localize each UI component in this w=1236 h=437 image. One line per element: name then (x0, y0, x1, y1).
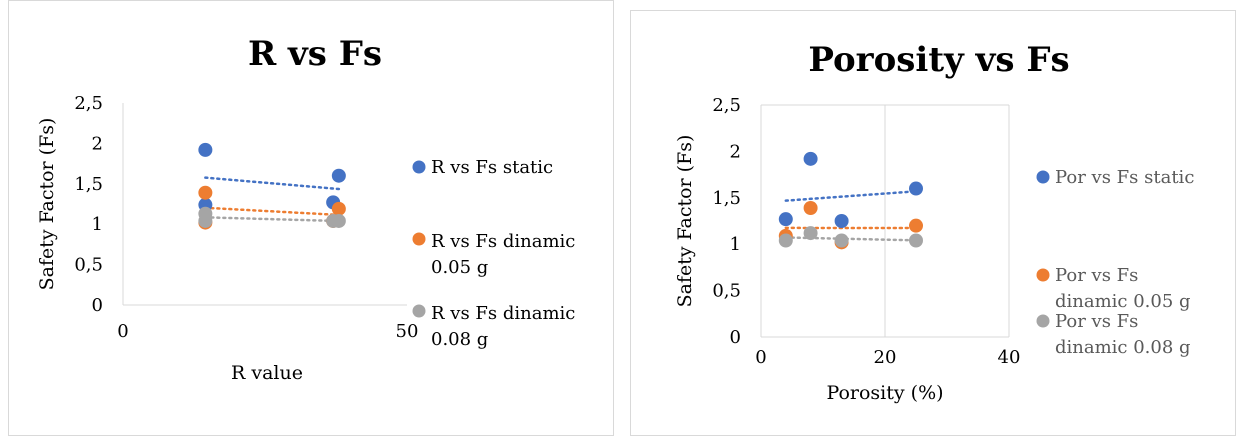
y-tick-label: 0,5 (712, 281, 741, 302)
legend-label-line-2: dinamic 0.08 g (1055, 337, 1191, 358)
legend-label-line-1: Por vs Fs (1055, 311, 1138, 332)
chart-title: Porosity vs Fs (808, 40, 1069, 80)
data-point-series-0 (804, 152, 818, 166)
trendline-series-1 (205, 208, 338, 215)
legend-marker-series-1 (413, 233, 426, 246)
x-tick-label: 20 (874, 347, 897, 368)
chart-porosity-vs-fs-svg: Porosity vs Fs 0 0,5 1 1,5 2 2,5 0 20 40 Porosity … (631, 11, 1236, 437)
legend-marker-series-2 (413, 305, 426, 318)
y-axis-label: Safety Factor (Fs) (36, 118, 58, 291)
x-axis-label: R value (231, 362, 303, 384)
legend-marker-series-0 (1037, 171, 1050, 184)
data-point-series-0 (835, 214, 849, 228)
legend-marker-series-0 (413, 161, 426, 174)
y-tick-label: 2 (730, 141, 741, 162)
legend-label-line-1: R vs Fs dinamic (431, 303, 575, 324)
legend-label-line-2: 0.08 g (431, 329, 488, 350)
legend-label: Por vs Fs static (1055, 167, 1194, 188)
chart-r-vs-fs: R vs Fs 0 0,5 1 1,5 2 2,5 0 50 R value Safety Fact… (8, 0, 614, 436)
y-tick-label: 1,5 (74, 174, 103, 195)
legend-marker-series-2 (1037, 315, 1050, 328)
data-point-series-1 (198, 186, 212, 200)
x-tick-label: 0 (755, 347, 766, 368)
x-axis-label: Porosity (%) (826, 382, 943, 404)
chart-porosity-vs-fs: Porosity vs Fs 0 0,5 1 1,5 2 2,5 0 20 40 Porosity … (630, 10, 1236, 436)
trendline-series-0 (205, 178, 338, 189)
y-tick-label: 1,5 (712, 188, 741, 209)
y-tick-label: 0 (730, 327, 741, 348)
x-tick-label: 0 (117, 321, 128, 342)
x-tick-label: 50 (396, 321, 419, 342)
chart-title: R vs Fs (248, 34, 382, 74)
y-tick-label: 1 (730, 234, 741, 255)
data-point-series-1 (909, 219, 923, 233)
y-tick-label: 2 (92, 133, 103, 154)
y-tick-label: 1 (92, 214, 103, 235)
legend-label: Por vs Fs dinamic 0.08 g (1055, 311, 1191, 358)
y-tick-label: 0 (92, 295, 103, 316)
trendline-series-2 (786, 237, 916, 240)
data-point-series-0 (779, 212, 793, 226)
chart-r-vs-fs-svg: R vs Fs 0 0,5 1 1,5 2 2,5 0 50 R value Safety Fact… (9, 1, 615, 437)
y-axis-label: Safety Factor (Fs) (674, 135, 696, 308)
data-point-series-0 (332, 169, 346, 183)
legend-marker-series-1 (1037, 269, 1050, 282)
legend-label: Por vs Fs dinamic 0.05 g (1055, 265, 1191, 312)
legend-label: R vs Fs dinamic 0.05 g (431, 231, 575, 278)
data-point-series-1 (804, 201, 818, 215)
y-tick-label: 2,5 (712, 95, 741, 116)
data-point-series-0 (198, 143, 212, 157)
data-point-series-2 (779, 233, 793, 247)
data-point-series-2 (835, 233, 849, 247)
legend-label-line-2: dinamic 0.05 g (1055, 291, 1191, 312)
data-point-series-1 (332, 202, 346, 216)
data-point-series-2 (332, 214, 346, 228)
y-tick-label: 2,5 (74, 93, 103, 114)
x-tick-label: 40 (998, 347, 1021, 368)
data-point-series-2 (198, 214, 212, 228)
data-point-series-0 (909, 182, 923, 196)
trendline-series-2 (205, 217, 338, 221)
legend-label-line-1: Por vs Fs (1055, 265, 1138, 286)
trendline-series-0 (786, 191, 916, 200)
data-point-series-2 (804, 226, 818, 240)
legend-label-line-2: 0.05 g (431, 257, 488, 278)
y-tick-label: 0,5 (74, 255, 103, 276)
legend-label-line-1: R vs Fs dinamic (431, 231, 575, 252)
legend-label: R vs Fs dinamic 0.08 g (431, 303, 575, 350)
legend-label: R vs Fs static (431, 157, 553, 178)
data-point-series-2 (909, 233, 923, 247)
